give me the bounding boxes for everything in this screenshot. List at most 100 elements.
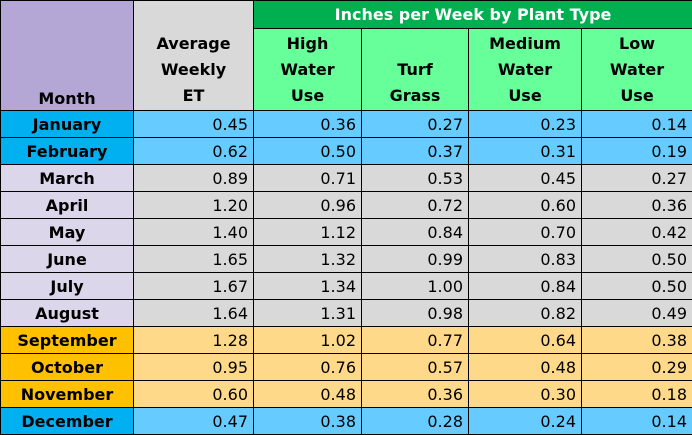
value-cell: 0.23 (469, 111, 582, 138)
et-header-line: Average (156, 34, 230, 53)
value-cell: 0.60 (469, 192, 582, 219)
value-cell: 0.89 (134, 165, 254, 192)
value-cell: 0.76 (254, 354, 362, 381)
et-header-line: Weekly (161, 60, 226, 79)
turf-grass-header: Turf Grass (362, 29, 469, 111)
value-cell: 0.99 (362, 246, 469, 273)
value-cell: 1.64 (134, 300, 254, 327)
value-cell: 0.83 (469, 246, 582, 273)
value-cell: 0.60 (134, 381, 254, 408)
value-cell: 0.45 (469, 165, 582, 192)
value-cell: 0.30 (469, 381, 582, 408)
month-cell: July (1, 273, 134, 300)
value-cell: 0.50 (582, 246, 692, 273)
low-water-use-header: Low Water Use (582, 29, 692, 111)
value-cell: 1.32 (254, 246, 362, 273)
header-line: High (287, 34, 329, 53)
value-cell: 1.40 (134, 219, 254, 246)
et-header: Average Weekly ET (134, 1, 254, 111)
value-cell: 0.71 (254, 165, 362, 192)
value-cell: 1.00 (362, 273, 469, 300)
value-cell: 0.27 (362, 111, 469, 138)
header-line: Medium (489, 34, 561, 53)
value-cell: 0.19 (582, 138, 692, 165)
value-cell: 0.27 (582, 165, 692, 192)
value-cell: 0.50 (582, 273, 692, 300)
month-cell: October (1, 354, 134, 381)
month-cell: June (1, 246, 134, 273)
month-cell: January (1, 111, 134, 138)
value-cell: 0.50 (254, 138, 362, 165)
month-cell: August (1, 300, 134, 327)
month-cell: November (1, 381, 134, 408)
header-line: Use (620, 86, 653, 105)
value-cell: 0.82 (469, 300, 582, 327)
value-cell: 1.34 (254, 273, 362, 300)
value-cell: 0.48 (469, 354, 582, 381)
value-cell: 0.38 (582, 327, 692, 354)
value-cell: 0.84 (469, 273, 582, 300)
value-cell: 0.62 (134, 138, 254, 165)
value-cell: 0.57 (362, 354, 469, 381)
value-cell: 0.38 (254, 408, 362, 435)
value-cell: 0.49 (582, 300, 692, 327)
plant-type-group-header: Inches per Week by Plant Type (254, 1, 692, 29)
header-line: Use (291, 86, 324, 105)
value-cell: 0.42 (582, 219, 692, 246)
value-cell: 0.47 (134, 408, 254, 435)
value-cell: 1.02 (254, 327, 362, 354)
value-cell: 0.29 (582, 354, 692, 381)
value-cell: 0.14 (582, 111, 692, 138)
value-cell: 1.31 (254, 300, 362, 327)
value-cell: 0.36 (254, 111, 362, 138)
value-cell: 0.64 (469, 327, 582, 354)
month-cell: May (1, 219, 134, 246)
header-line: Low (619, 34, 655, 53)
value-cell: 1.67 (134, 273, 254, 300)
value-cell: 0.31 (469, 138, 582, 165)
value-cell: 0.37 (362, 138, 469, 165)
value-cell: 0.36 (362, 381, 469, 408)
value-cell: 0.53 (362, 165, 469, 192)
value-cell: 0.24 (469, 408, 582, 435)
value-cell: 0.98 (362, 300, 469, 327)
value-cell: 0.95 (134, 354, 254, 381)
value-cell: 0.96 (254, 192, 362, 219)
month-header: Month (1, 1, 134, 111)
value-cell: 0.72 (362, 192, 469, 219)
month-cell: February (1, 138, 134, 165)
value-cell: 0.48 (254, 381, 362, 408)
header-line: Water (498, 60, 552, 79)
high-water-use-header: High Water Use (254, 29, 362, 111)
value-cell: 1.28 (134, 327, 254, 354)
value-cell: 1.20 (134, 192, 254, 219)
header-line: Turf (397, 60, 432, 79)
month-cell: September (1, 327, 134, 354)
header-line: Grass (390, 86, 441, 105)
month-cell: March (1, 165, 134, 192)
et-header-line: ET (183, 86, 205, 105)
header-line: Water (610, 60, 664, 79)
header-line: Water (280, 60, 334, 79)
value-cell: 0.70 (469, 219, 582, 246)
medium-water-use-header: Medium Water Use (469, 29, 582, 111)
value-cell: 0.77 (362, 327, 469, 354)
value-cell: 0.14 (582, 408, 692, 435)
value-cell: 0.36 (582, 192, 692, 219)
value-cell: 1.12 (254, 219, 362, 246)
month-cell: April (1, 192, 134, 219)
